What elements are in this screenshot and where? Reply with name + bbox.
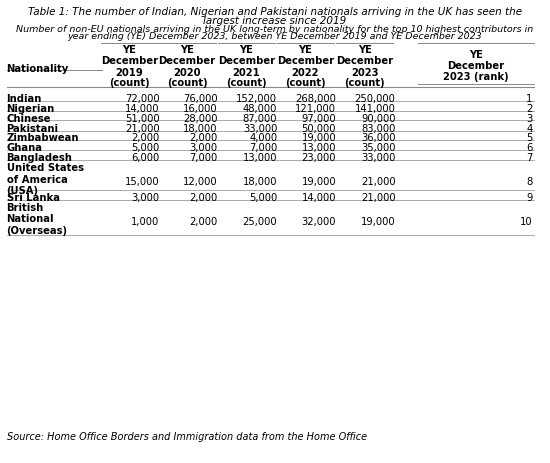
Text: (count): (count) <box>344 78 385 88</box>
Text: 8: 8 <box>526 177 532 187</box>
Text: 7,000: 7,000 <box>249 143 277 153</box>
Text: Pakistani: Pakistani <box>7 124 59 134</box>
Text: 5,000: 5,000 <box>249 193 277 203</box>
Text: 90,000: 90,000 <box>361 114 395 124</box>
Text: Source: Home Office Borders and Immigration data from the Home Office: Source: Home Office Borders and Immigrat… <box>7 432 367 442</box>
Text: 33,000: 33,000 <box>243 124 277 134</box>
Text: 4,000: 4,000 <box>249 133 277 144</box>
Text: 2,000: 2,000 <box>131 133 159 144</box>
Text: 18,000: 18,000 <box>243 177 277 187</box>
Text: December: December <box>336 56 393 67</box>
Text: 2021: 2021 <box>233 68 260 78</box>
Text: 1,000: 1,000 <box>131 217 159 227</box>
Text: 25,000: 25,000 <box>243 217 277 227</box>
Text: 6,000: 6,000 <box>131 153 159 163</box>
Text: 5: 5 <box>526 133 532 144</box>
Text: 152,000: 152,000 <box>236 94 277 104</box>
Text: 2022: 2022 <box>292 68 319 78</box>
Text: 12,000: 12,000 <box>183 177 218 187</box>
Text: 6: 6 <box>526 143 532 153</box>
Text: 2020: 2020 <box>173 68 201 78</box>
Text: Sri Lanka: Sri Lanka <box>7 193 59 203</box>
Text: 19,000: 19,000 <box>361 217 395 227</box>
Text: year ending (YE) December 2023, between YE December 2019 and YE December 2023: year ending (YE) December 2023, between … <box>68 32 482 41</box>
Text: 76,000: 76,000 <box>183 94 218 104</box>
Text: 13,000: 13,000 <box>243 153 277 163</box>
Text: 2019: 2019 <box>116 68 143 78</box>
Text: December: December <box>101 56 158 67</box>
Text: 28,000: 28,000 <box>183 114 218 124</box>
Text: 16,000: 16,000 <box>183 104 218 114</box>
Text: Nationality: Nationality <box>7 64 69 74</box>
Text: December: December <box>218 56 275 67</box>
Text: United States
of America
(USA): United States of America (USA) <box>7 163 84 196</box>
Text: 21,000: 21,000 <box>361 193 395 203</box>
Text: YE: YE <box>122 45 136 56</box>
Text: 2023 (rank): 2023 (rank) <box>443 72 509 82</box>
Text: 14,000: 14,000 <box>301 193 336 203</box>
Text: 36,000: 36,000 <box>361 133 395 144</box>
Text: 9: 9 <box>526 193 532 203</box>
Text: 250,000: 250,000 <box>355 94 395 104</box>
Text: 1: 1 <box>526 94 532 104</box>
Text: 21,000: 21,000 <box>361 177 395 187</box>
Text: 121,000: 121,000 <box>295 104 336 114</box>
Text: 2,000: 2,000 <box>190 193 218 203</box>
Text: Number of non-EU nationals arriving in the UK long-term by nationality for the t: Number of non-EU nationals arriving in t… <box>16 25 534 33</box>
Text: 7: 7 <box>526 153 532 163</box>
Text: 13,000: 13,000 <box>301 143 336 153</box>
Text: 50,000: 50,000 <box>301 124 336 134</box>
Text: 14,000: 14,000 <box>125 104 160 114</box>
Text: 97,000: 97,000 <box>301 114 336 124</box>
Text: Bangladesh: Bangladesh <box>7 153 73 163</box>
Text: 3,000: 3,000 <box>131 193 159 203</box>
Text: 72,000: 72,000 <box>125 94 160 104</box>
Text: 18,000: 18,000 <box>183 124 218 134</box>
Text: 2: 2 <box>526 104 532 114</box>
Text: 32,000: 32,000 <box>301 217 336 227</box>
Text: 15,000: 15,000 <box>125 177 160 187</box>
Text: 7,000: 7,000 <box>190 153 218 163</box>
Text: (count): (count) <box>285 78 326 88</box>
Text: 19,000: 19,000 <box>301 177 336 187</box>
Text: 35,000: 35,000 <box>361 143 395 153</box>
Text: 2,000: 2,000 <box>190 133 218 144</box>
Text: (count): (count) <box>226 78 267 88</box>
Text: 10: 10 <box>520 217 532 227</box>
Text: 51,000: 51,000 <box>125 114 160 124</box>
Text: December: December <box>158 56 216 67</box>
Text: 83,000: 83,000 <box>361 124 395 134</box>
Text: 21,000: 21,000 <box>125 124 160 134</box>
Text: 268,000: 268,000 <box>295 94 336 104</box>
Text: December: December <box>447 61 504 71</box>
Text: Table 1: The number of Indian, Nigerian and Pakistani nationals arriving in the : Table 1: The number of Indian, Nigerian … <box>28 7 522 17</box>
Text: Ghana: Ghana <box>7 143 42 153</box>
Text: YE: YE <box>469 50 483 60</box>
Text: 5,000: 5,000 <box>131 143 159 153</box>
Text: 2,000: 2,000 <box>190 217 218 227</box>
Text: 141,000: 141,000 <box>355 104 395 114</box>
Text: 87,000: 87,000 <box>243 114 277 124</box>
Text: 48,000: 48,000 <box>243 104 277 114</box>
Text: Indian: Indian <box>7 94 42 104</box>
Text: (count): (count) <box>167 78 207 88</box>
Text: December: December <box>277 56 334 67</box>
Text: 3: 3 <box>526 114 532 124</box>
Text: 23,000: 23,000 <box>301 153 336 163</box>
Text: 19,000: 19,000 <box>301 133 336 144</box>
Text: largest increase since 2019: largest increase since 2019 <box>204 16 346 26</box>
Text: 33,000: 33,000 <box>361 153 395 163</box>
Text: Zimbabwean: Zimbabwean <box>7 133 79 144</box>
Text: Nigerian: Nigerian <box>7 104 55 114</box>
Text: YE: YE <box>358 45 372 56</box>
Text: YE: YE <box>180 45 194 56</box>
Text: 4: 4 <box>526 124 532 134</box>
Text: Chinese: Chinese <box>7 114 51 124</box>
Text: (count): (count) <box>109 78 150 88</box>
Text: 2023: 2023 <box>351 68 378 78</box>
Text: YE: YE <box>239 45 254 56</box>
Text: 3,000: 3,000 <box>190 143 218 153</box>
Text: British
National
(Overseas): British National (Overseas) <box>7 203 68 236</box>
Text: YE: YE <box>298 45 312 56</box>
